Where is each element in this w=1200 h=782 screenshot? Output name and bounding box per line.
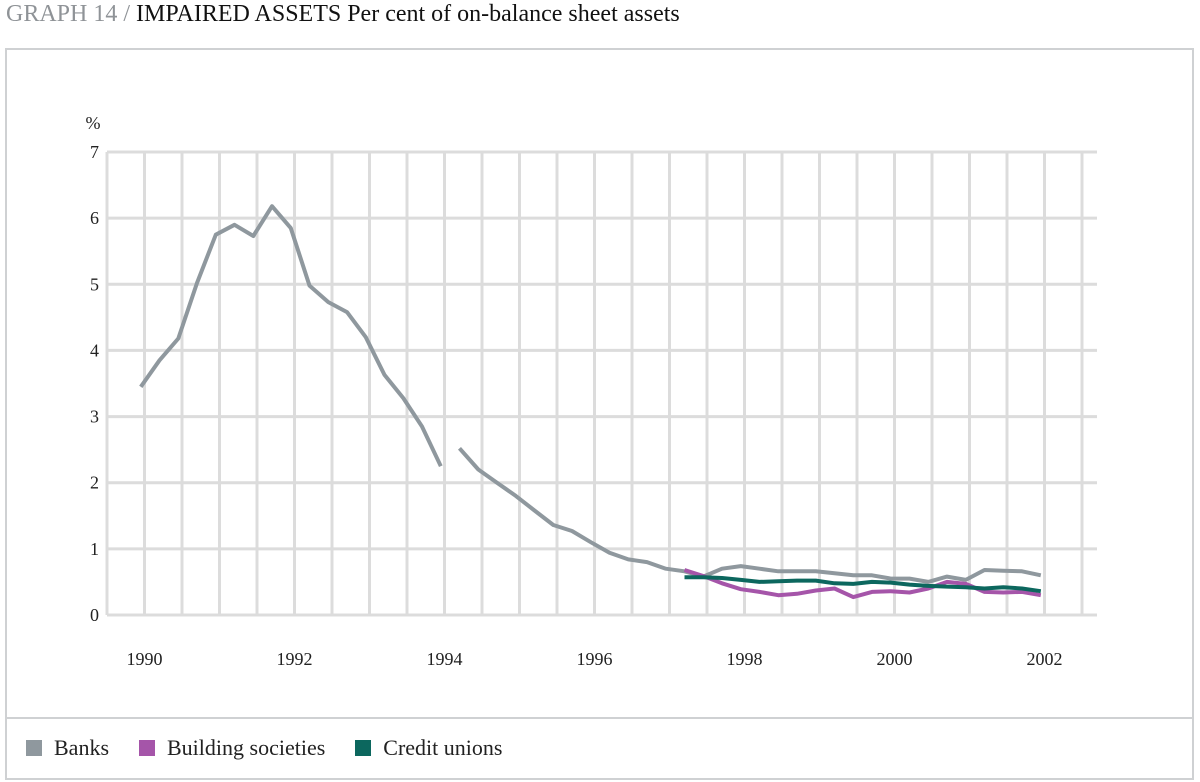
legend-item-building-societies: Building societies	[139, 735, 325, 761]
title-bold: IMPAIRED ASSETS	[136, 1, 342, 27]
y-tick-label: 1	[90, 539, 99, 559]
legend-item-credit-unions: Credit unions	[355, 735, 502, 761]
y-tick-label: 0	[90, 605, 99, 625]
legend-label: Building societies	[167, 735, 326, 760]
y-tick-label: 7	[90, 142, 99, 162]
series-lines	[139, 204, 1042, 600]
x-tick-label: 1990	[127, 649, 163, 669]
y-tick-label: 6	[90, 208, 99, 228]
axes: 0 1 2 3 4 5 6 7 1990 1992 1994 1996 1998 2000 2002%	[86, 113, 1063, 669]
grid	[105, 150, 1097, 617]
legend-divider	[5, 717, 1194, 719]
title-subtitle: Per cent of on-balance sheet assets	[347, 1, 680, 27]
x-tick-label: 1992	[277, 649, 313, 669]
title-separator: /	[123, 1, 131, 27]
legend-label: Banks	[54, 735, 109, 760]
legend-item-banks: Banks	[26, 735, 109, 761]
x-tick-label: 1994	[427, 649, 463, 669]
legend-label: Credit unions	[383, 735, 503, 760]
series-line-building-societies-0	[683, 568, 1042, 600]
chart-title: GRAPH 14 / IMPAIRED ASSETS Per cent of o…	[6, 0, 680, 28]
legend-swatch	[139, 740, 155, 756]
y-axis-label: %	[86, 113, 101, 133]
graph-number: GRAPH 14	[6, 1, 118, 27]
chart-frame	[5, 48, 1194, 780]
y-tick-label: 2	[90, 473, 99, 493]
legend-swatch	[355, 740, 372, 756]
y-tick-label: 3	[90, 407, 99, 427]
series-line-banks-1	[458, 446, 1042, 584]
x-tick-label: 2002	[1027, 649, 1063, 669]
series-line-banks-0	[139, 204, 443, 468]
y-tick-label: 4	[90, 340, 99, 360]
legend: Banks Building societies Credit unions	[26, 735, 532, 761]
legend-swatch	[26, 740, 42, 756]
x-tick-label: 2000	[877, 649, 913, 669]
x-tick-label: 1998	[727, 649, 763, 669]
x-tick-label: 1996	[577, 649, 613, 669]
series-line-credit-unions-0	[684, 575, 1042, 594]
y-tick-label: 5	[90, 274, 99, 294]
